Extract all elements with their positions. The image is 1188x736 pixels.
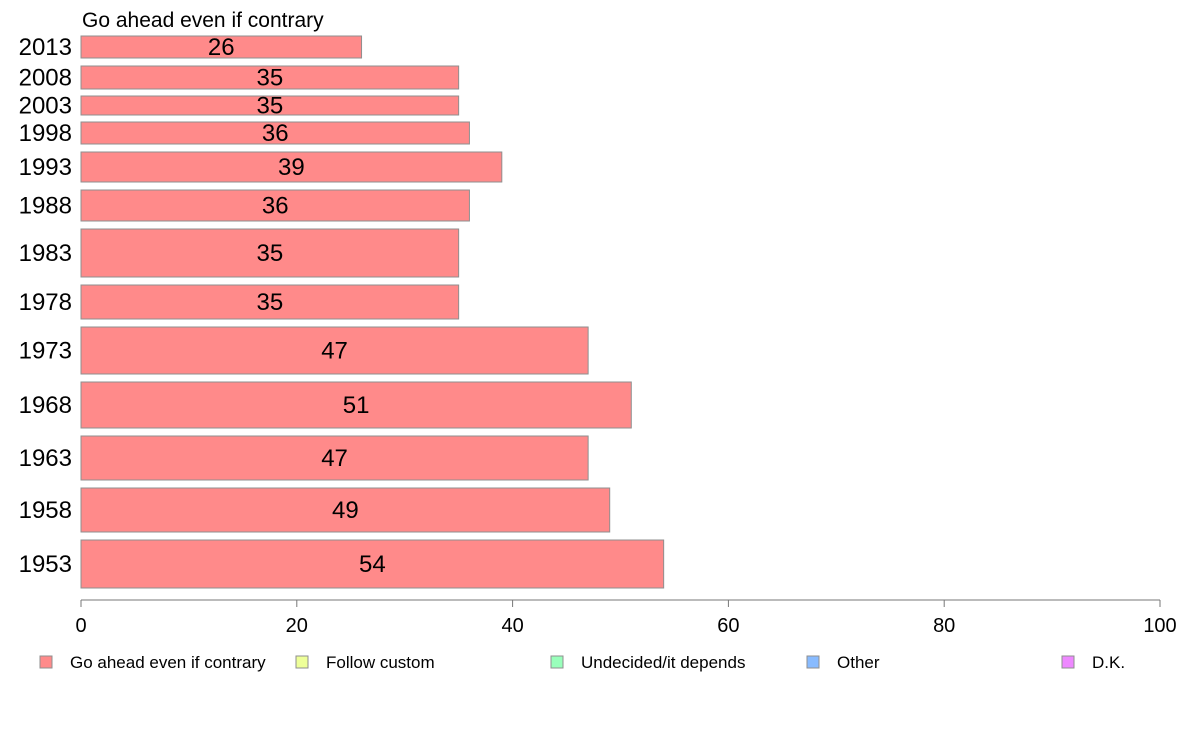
bar-1988 (80, 189, 470, 222)
bar-1953 (80, 539, 665, 589)
legend-label-4: Other (837, 653, 880, 672)
bar-2013 (80, 35, 363, 59)
category-label-1993: 1993 (19, 154, 72, 181)
value-label-1958: 49 (332, 497, 359, 524)
category-label-2003: 2003 (19, 93, 72, 120)
bar-2003 (80, 95, 460, 116)
category-label-1958: 1958 (19, 497, 72, 524)
category-label-1963: 1963 (19, 445, 72, 472)
bar-1998 (80, 121, 470, 145)
value-label-1993: 39 (278, 154, 305, 181)
x-tick-label-20: 20 (286, 615, 308, 637)
x-tick-label-80: 80 (933, 615, 955, 637)
legend: Go ahead even if contrary Follow custom Un… (39, 653, 1125, 672)
bar-1978 (80, 284, 460, 320)
value-label-2013: 26 (208, 34, 235, 61)
category-label-1978: 1978 (19, 289, 72, 316)
x-tick-label-40: 40 (501, 615, 523, 637)
value-label-1963: 47 (321, 445, 348, 472)
legend-swatch-2 (295, 655, 309, 669)
category-label-1983: 1983 (19, 240, 72, 267)
x-tick-label-0: 0 (75, 615, 86, 637)
bars-group: 2013 26 2008 35 2003 35 1998 36 1993 39 1988 36 1983… (19, 34, 665, 589)
category-label-1988: 1988 (19, 193, 72, 220)
x-tick-label-60: 60 (717, 615, 739, 637)
legend-swatch-5 (1061, 655, 1075, 669)
category-label-1973: 1973 (19, 338, 72, 365)
value-label-1983: 35 (256, 240, 283, 267)
legend-swatch-4 (806, 655, 820, 669)
legend-swatch-1 (39, 655, 53, 669)
legend-label-2: Follow custom (326, 653, 435, 672)
x-tick-label-100: 100 (1143, 615, 1176, 637)
value-label-1978: 35 (256, 289, 283, 316)
bar-1983 (80, 228, 460, 278)
bar-1958 (80, 487, 611, 533)
legend-label-3: Undecided/it depends (581, 653, 745, 672)
legend-swatch-3 (550, 655, 564, 669)
legend-label-1: Go ahead even if contrary (70, 653, 266, 672)
value-label-1988: 36 (262, 193, 289, 220)
x-axis: 0 20 40 60 80 100 (75, 599, 1177, 637)
bar-1963 (80, 435, 589, 481)
category-label-1953: 1953 (19, 551, 72, 578)
category-label-2013: 2013 (19, 34, 72, 61)
value-label-2003: 35 (256, 93, 283, 120)
value-label-1973: 47 (321, 338, 348, 365)
bar-1993 (80, 151, 503, 183)
category-label-1968: 1968 (19, 392, 72, 419)
category-label-1998: 1998 (19, 120, 72, 147)
chart-title: Go ahead even if contrary (82, 9, 324, 32)
value-label-1968: 51 (343, 392, 370, 419)
legend-label-5: D.K. (1092, 653, 1125, 672)
value-label-2008: 35 (256, 65, 283, 92)
bar-1968 (80, 381, 632, 429)
category-label-2008: 2008 (19, 65, 72, 92)
value-label-1953: 54 (359, 551, 386, 578)
bar-1973 (80, 326, 589, 375)
bar-2008 (80, 65, 460, 90)
value-label-1998: 36 (262, 120, 289, 147)
